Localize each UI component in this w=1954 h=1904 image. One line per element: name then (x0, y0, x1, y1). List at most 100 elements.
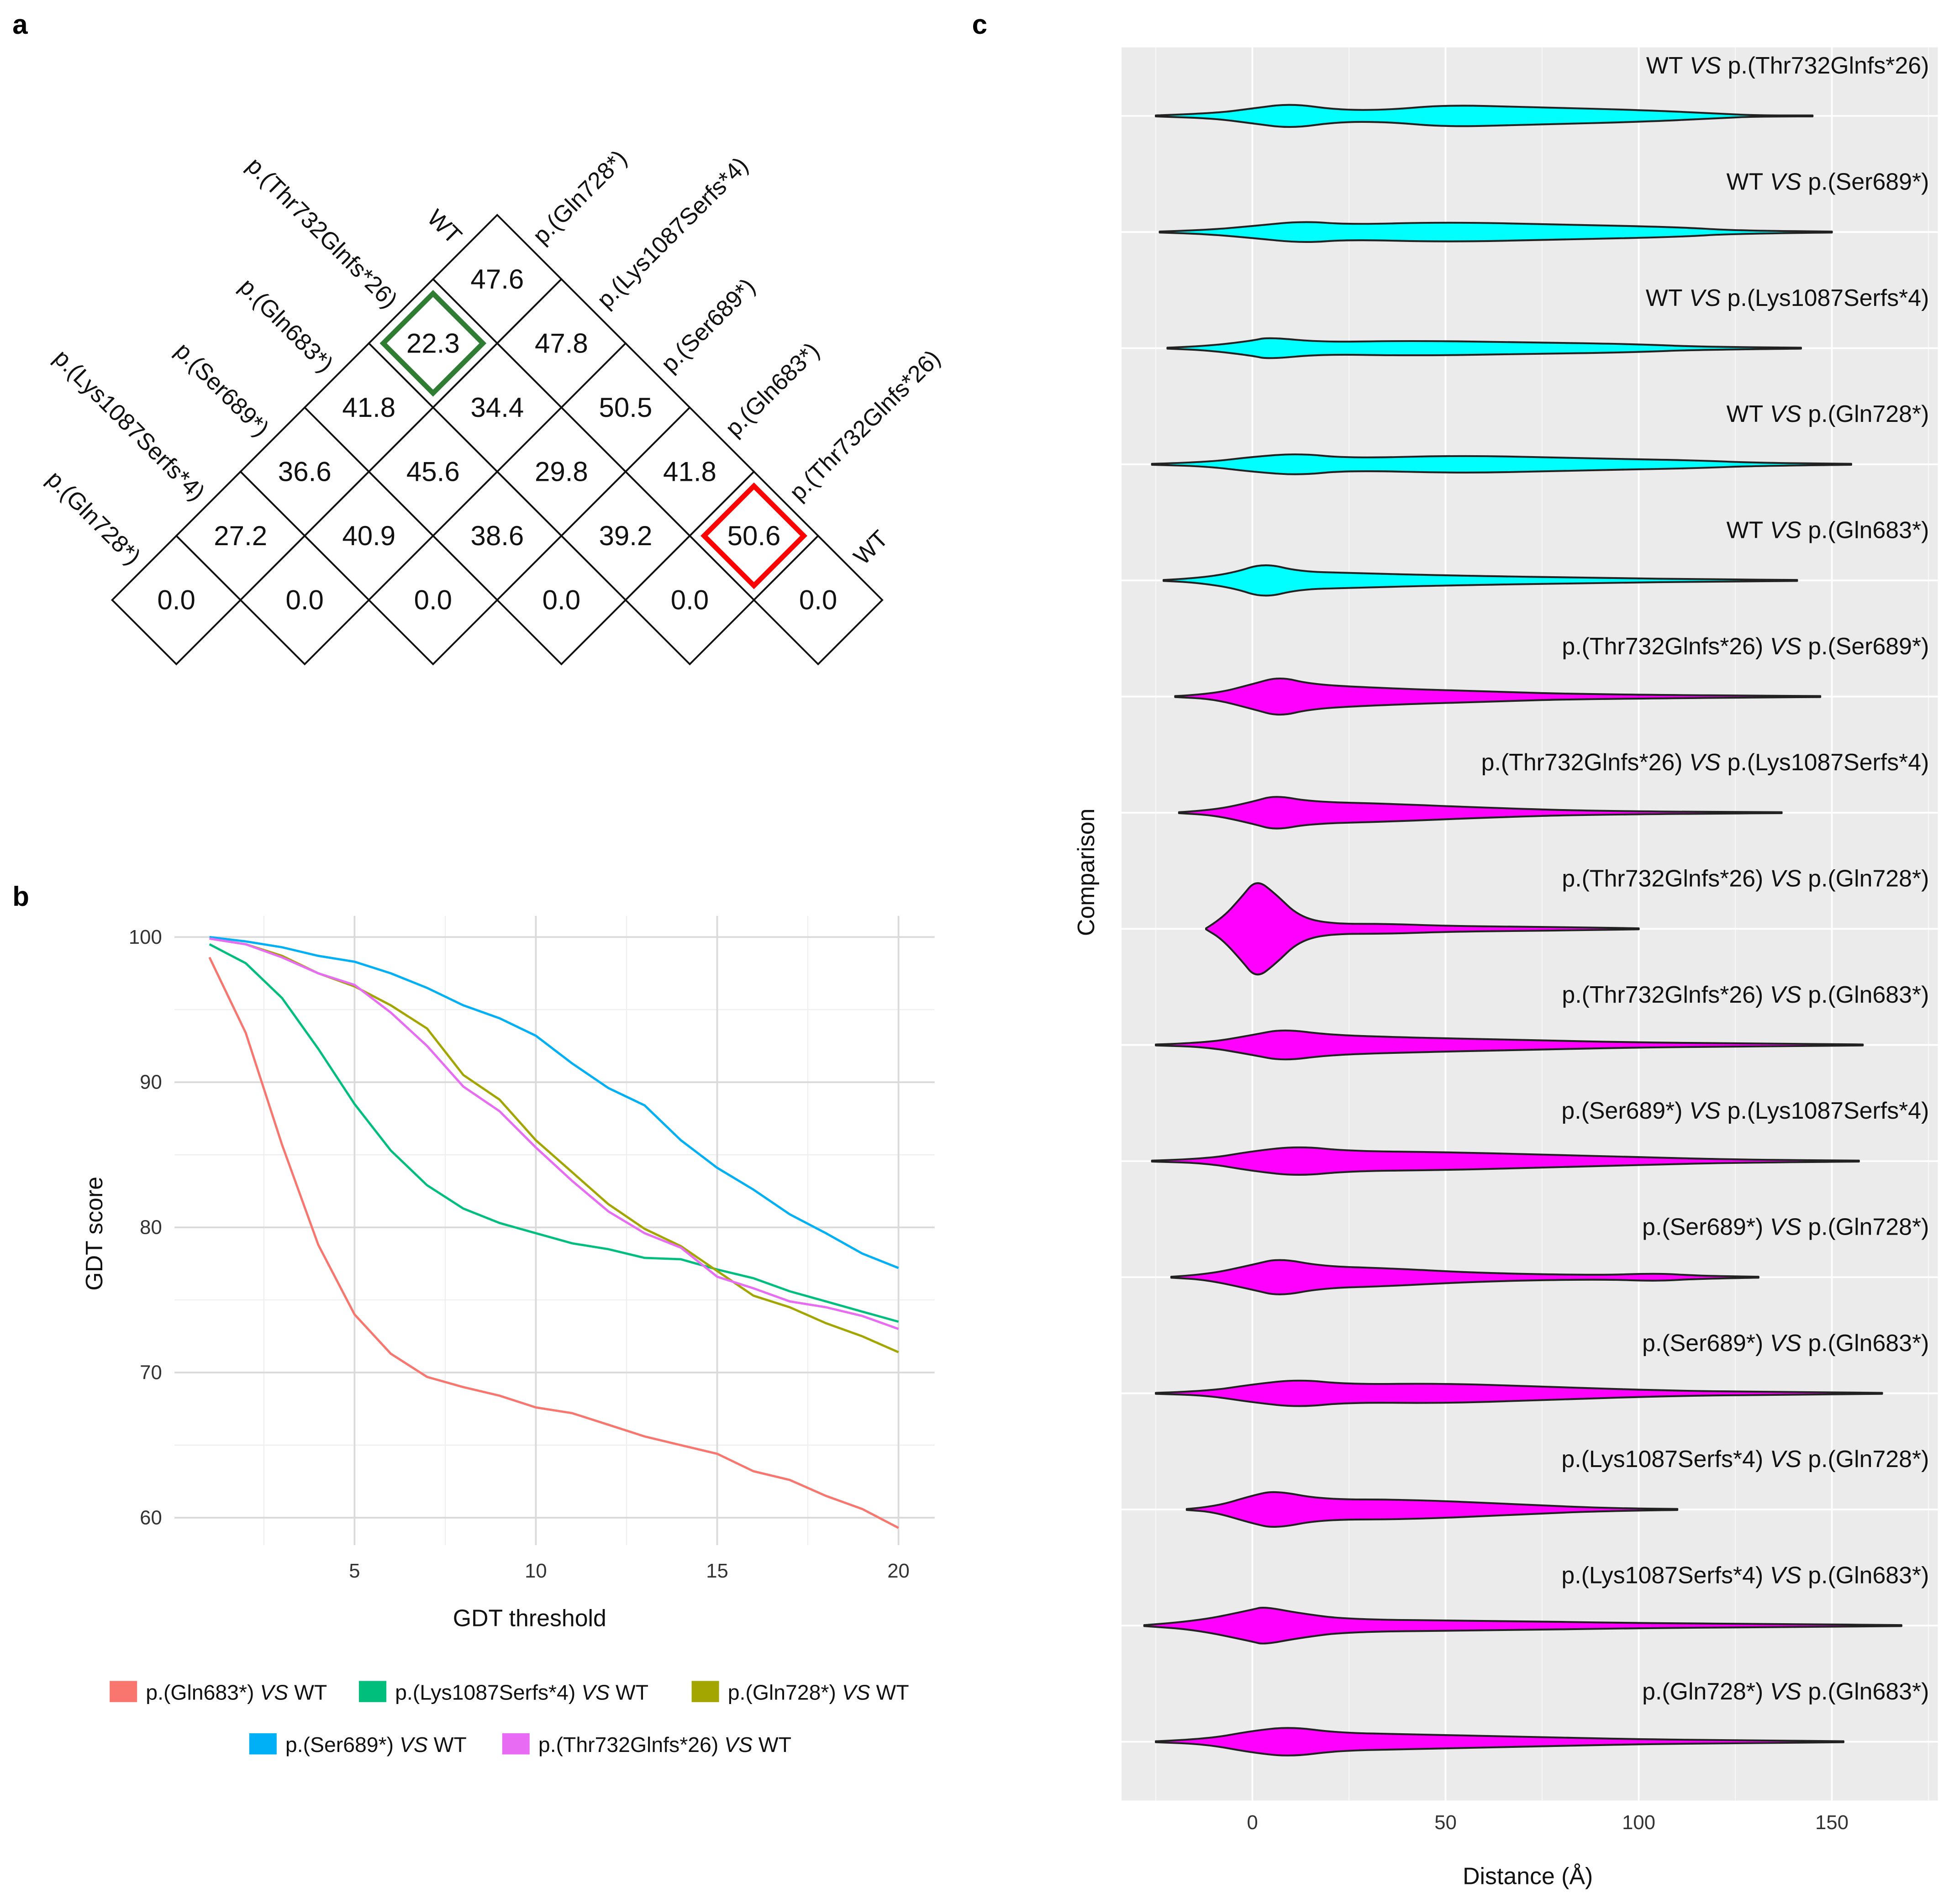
violin-label-right: p.(Gln728*) (1808, 400, 1929, 427)
y-tick-label: 70 (140, 1362, 162, 1384)
highlight-box (700, 482, 807, 589)
heatmap-cell-value: 22.3 (406, 328, 460, 358)
x-tick-label: 5 (349, 1560, 360, 1582)
heatmap-cell-value: 0.0 (286, 585, 324, 615)
heatmap-cell-value: 41.8 (342, 392, 395, 423)
violin-label-left: p.(Gln728*) (1642, 1678, 1763, 1704)
violin-label-right: p.(Lys1087Serfs*4) (1728, 749, 1929, 775)
heatmap-cell-value: 40.9 (342, 521, 395, 551)
y-tick-label: 100 (129, 926, 162, 948)
x-tick-label: 20 (887, 1560, 910, 1582)
heatmap-right-label: WT (848, 525, 893, 570)
violin-label-vs: VS (1770, 865, 1802, 891)
heatmap-cell-value: 0.0 (799, 585, 837, 615)
legend-label-left: p.(Gln683*) (146, 1680, 254, 1704)
legend-label-left: p.(Ser689*) (285, 1733, 394, 1757)
violin (1166, 337, 1802, 359)
violin (1143, 1607, 1902, 1645)
legend-label-vs: VS (260, 1680, 288, 1704)
violin-label-right: p.(Gln728*) (1808, 1446, 1929, 1472)
violin-label-vs: VS (1689, 749, 1721, 775)
violin-label-left: WT (1727, 516, 1764, 543)
x-tick-label: 50 (1434, 1811, 1457, 1834)
heatmap-cell-value: 27.2 (214, 521, 267, 551)
heatmap-left-label: p.(Ser689*) (170, 337, 274, 441)
series-line (209, 937, 899, 1330)
violin-label-right: p.(Gln683*) (1808, 1678, 1929, 1704)
legend-swatch (358, 1681, 386, 1702)
violin-label: WT VS p.(Thr732Glnfs*26) (1646, 52, 1929, 79)
heatmap-cell (753, 534, 884, 666)
panel-label-a: a (12, 9, 28, 40)
heatmap-cell-value: 0.0 (157, 585, 195, 615)
heatmap-cell-value: 0.0 (542, 585, 580, 615)
series-line (209, 937, 899, 1353)
violin-label-vs: VS (1770, 981, 1802, 1008)
x-tick-label: 15 (706, 1560, 728, 1582)
violin-label-left: p.(Thr732Glnfs*26) (1562, 865, 1763, 891)
violin-label-left: p.(Thr732Glnfs*26) (1481, 749, 1683, 775)
violin-label-vs: VS (1770, 1213, 1802, 1240)
x-tick-label: 0 (1247, 1811, 1258, 1834)
violin-label: p.(Thr732Glnfs*26) VS p.(Gln683*) (1562, 981, 1929, 1008)
x-tick-label: 150 (1815, 1811, 1849, 1834)
legend-label: p.(Lys1087Serfs*4) VS WT (395, 1680, 648, 1704)
violin-label-vs: VS (1770, 1562, 1802, 1588)
violin-label-left: WT (1727, 168, 1764, 195)
violin-label: p.(Ser689*) VS p.(Gln683*) (1642, 1330, 1929, 1356)
violin (1151, 453, 1852, 475)
violin-label: WT VS p.(Lys1087Serfs*4) (1646, 284, 1929, 311)
violin (1151, 1146, 1860, 1176)
legend-label-right: WT (876, 1680, 909, 1704)
heatmap-cell-value: 47.6 (470, 264, 524, 295)
violin-label-vs: VS (1689, 1097, 1721, 1124)
violin-label: WT VS p.(Ser689*) (1727, 168, 1929, 195)
violin-label-left: p.(Lys1087Serfs*4) (1561, 1562, 1763, 1588)
violin (1178, 796, 1783, 830)
violin-label-left: p.(Ser689*) (1642, 1330, 1763, 1356)
violin-label-right: p.(Gln683*) (1808, 1562, 1929, 1588)
heatmap-cell-value: 34.4 (470, 392, 524, 423)
legend-label: p.(Gln683*) VS WT (146, 1680, 327, 1704)
violin-label: p.(Lys1087Serfs*4) VS p.(Gln728*) (1561, 1446, 1929, 1472)
violin-label-vs: VS (1770, 516, 1802, 543)
heatmap-right-label: p.(Gln683*) (720, 337, 824, 441)
violin-label-vs: VS (1770, 1446, 1802, 1472)
violin-label: p.(Lys1087Serfs*4) VS p.(Gln683*) (1561, 1562, 1929, 1588)
heatmap-cell (368, 534, 499, 666)
legend-label-vs: VS (581, 1680, 610, 1704)
violin-label-vs: VS (1770, 633, 1802, 659)
violin (1155, 104, 1814, 128)
y-tick-label: 80 (140, 1216, 162, 1239)
violin-label: p.(Thr732Glnfs*26) VS p.(Gln728*) (1562, 865, 1929, 891)
heatmap-cell-value: 50.6 (727, 521, 781, 551)
violin (1155, 1379, 1883, 1407)
violin-label-right: p.(Gln683*) (1808, 1330, 1929, 1356)
x-axis-title: GDT threshold (453, 1604, 606, 1631)
legend-swatch (502, 1733, 530, 1755)
violin-label-left: p.(Ser689*) (1642, 1213, 1763, 1240)
legend-label-left: p.(Lys1087Serfs*4) (395, 1680, 575, 1704)
violin-label-right: p.(Gln728*) (1808, 1213, 1929, 1240)
y-tick-label: 60 (140, 1506, 162, 1529)
violin-label-right: p.(Gln728*) (1808, 865, 1929, 891)
violin (1159, 221, 1833, 243)
heatmap-cell-value: 50.5 (599, 392, 653, 423)
gdt-line-chart: 5 10 15 20 60 70 80 90 100 GDT threshold GDT score… (81, 915, 935, 1757)
violin-label-left: WT (1727, 400, 1764, 427)
legend-label-right: WT (434, 1733, 467, 1757)
violin-label-right: p.(Ser689*) (1808, 633, 1929, 659)
legend-label-vs: VS (400, 1733, 428, 1757)
heatmap-right-label: p.(Gln728*) (527, 145, 632, 249)
violin (1155, 1029, 1864, 1061)
legend-label-vs: VS (842, 1680, 870, 1704)
violin-label: p.(Gln728*) VS p.(Gln683*) (1642, 1678, 1929, 1704)
violin-label-vs: VS (1770, 400, 1802, 427)
violin-label-right: p.(Gln683*) (1808, 981, 1929, 1008)
violin-label-right: p.(Lys1087Serfs*4) (1728, 284, 1929, 311)
panel-label-c: c (972, 9, 987, 40)
violin-label: p.(Thr732Glnfs*26) VS p.(Ser689*) (1562, 633, 1929, 659)
legend-label-right: WT (758, 1733, 791, 1757)
